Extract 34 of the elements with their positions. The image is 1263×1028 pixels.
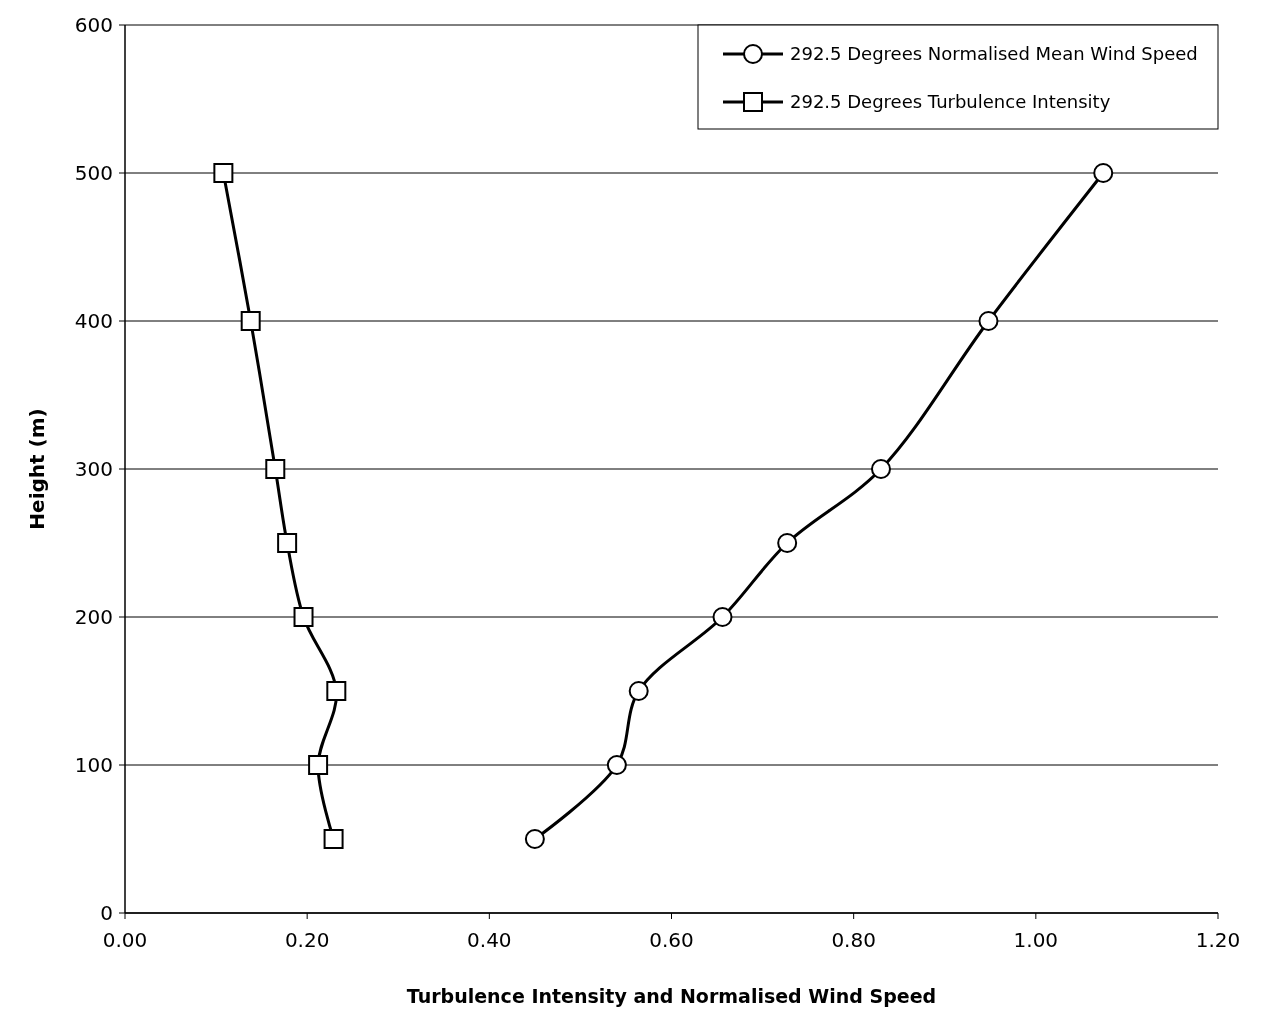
point bbox=[870, 459, 891, 479]
point bbox=[326, 681, 347, 701]
y-tick-label: 400 bbox=[74, 309, 113, 333]
y-tick-label: 0 bbox=[100, 901, 113, 925]
point bbox=[293, 607, 314, 627]
x-axis-title: Turbulence Intensity and Normalised Wind Speed bbox=[406, 985, 937, 1007]
x-tick-label: 0.60 bbox=[649, 928, 694, 952]
point bbox=[712, 607, 733, 627]
point bbox=[606, 755, 627, 775]
point bbox=[265, 459, 286, 479]
x-tick-label: 0.40 bbox=[467, 928, 512, 952]
point bbox=[524, 829, 545, 849]
x-tick-label: 1.00 bbox=[1013, 928, 1059, 952]
point bbox=[628, 681, 649, 701]
x-tick-label: 0.00 bbox=[102, 928, 148, 952]
legend-label: 292.5 Degrees Turbulence Intensity bbox=[790, 91, 1111, 113]
point bbox=[323, 829, 344, 849]
y-tick-label: 500 bbox=[74, 161, 113, 185]
point bbox=[213, 163, 234, 183]
y-tick-label: 100 bbox=[74, 753, 113, 777]
x-tick-label: 1.20 bbox=[1195, 928, 1241, 952]
x-tick-label: 0.80 bbox=[831, 928, 876, 952]
point bbox=[1093, 163, 1114, 183]
point bbox=[978, 311, 999, 331]
x-tick-label: 0.20 bbox=[284, 928, 330, 952]
point bbox=[777, 533, 798, 553]
legend-label: 292.5 Degrees Normalised Mean Wind Speed bbox=[790, 43, 1198, 65]
point bbox=[308, 755, 329, 775]
y-tick-label: 600 bbox=[74, 13, 113, 37]
y-tick-label: 200 bbox=[74, 605, 113, 629]
y-axis-title: Height (m) bbox=[25, 408, 49, 530]
point bbox=[240, 311, 261, 331]
y-tick-label: 300 bbox=[74, 457, 113, 481]
point bbox=[277, 533, 298, 553]
